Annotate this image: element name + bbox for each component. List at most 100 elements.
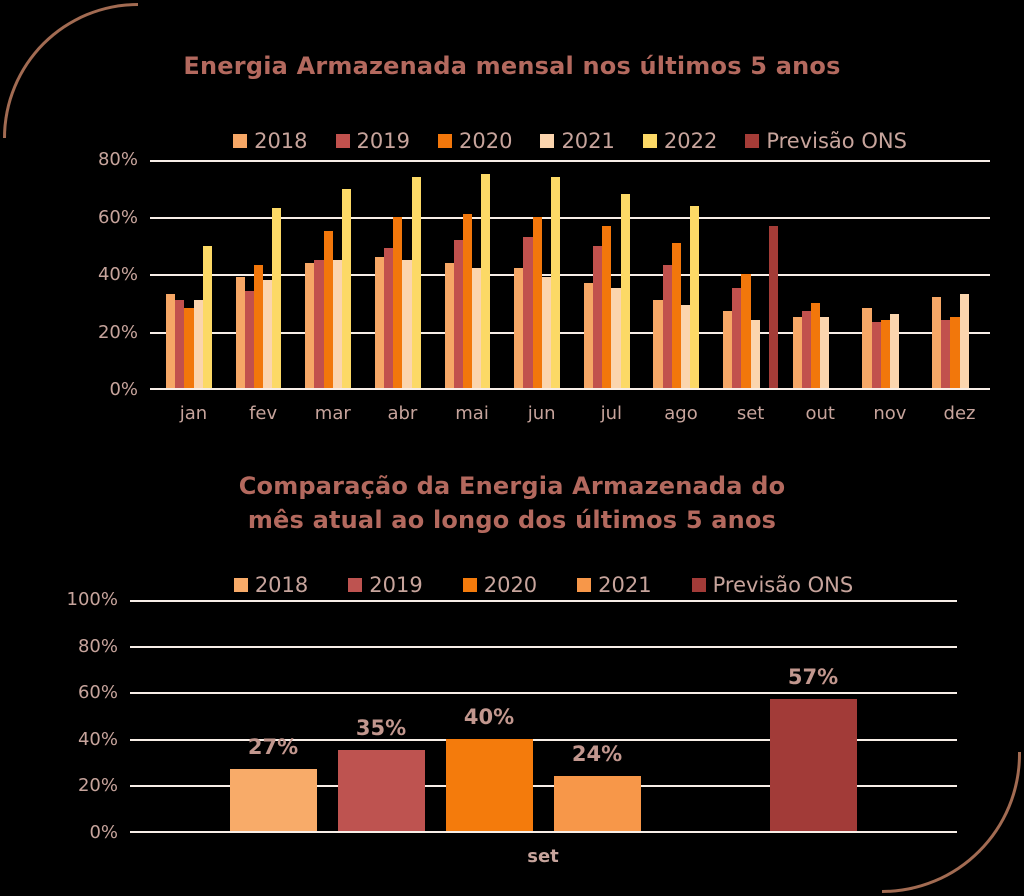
- bar-ago-2022: [690, 205, 700, 388]
- bar-abr-2021: [402, 259, 412, 388]
- bar-slot-ago-2021: [680, 160, 691, 388]
- bar-set-previs-o-ons: [769, 699, 857, 831]
- bar-slot-mar-2021: [332, 160, 342, 388]
- bar-slot-mar-2018: [305, 160, 315, 388]
- series-slot-2021: 24%: [543, 600, 651, 831]
- gridline-0: [130, 831, 957, 833]
- series-slot-2018: 27%: [219, 600, 327, 831]
- bar-slot-abr-2020: [393, 160, 403, 388]
- x-axis-label-fev: fev: [249, 403, 278, 424]
- legend-label-2019: 2019: [356, 129, 410, 153]
- bar-slot-nov-2018: [862, 160, 872, 388]
- bar-slot-mai-2022: [481, 160, 491, 388]
- bar-slot-ago-2019: [662, 160, 672, 388]
- bar-mar-2018: [305, 262, 315, 388]
- bar-slot-fev-2020: [253, 160, 264, 388]
- bar-jun-2018: [514, 268, 524, 388]
- bar-slot-jul-2019: [593, 160, 603, 388]
- bar-slot-fev-2018: [235, 160, 245, 388]
- bar-out-2018: [792, 316, 802, 388]
- bar-slot-jun-2021: [541, 160, 551, 388]
- bar-slot-jan-2022: [202, 160, 212, 388]
- bar-abr-2019: [384, 248, 394, 388]
- bar-group-out: [792, 160, 848, 388]
- bar-slot-mar-2019: [314, 160, 324, 388]
- bar-slot-abr-2022: [411, 160, 421, 388]
- bar-abr-2020: [393, 217, 403, 388]
- bar-slot-out-2021: [820, 160, 830, 388]
- bar-slot-set-2021: [750, 160, 760, 388]
- bar-mar-2020: [323, 231, 333, 388]
- bar-slot-abr-2021: [402, 160, 412, 388]
- bar-jan-2018: [166, 293, 176, 388]
- legend-item-2020: 2020: [462, 573, 538, 597]
- bar-ago-2021: [680, 305, 691, 388]
- bar-dez-2021: [959, 293, 969, 388]
- bar-ago-2019: [662, 265, 672, 388]
- legend-label-2019: 2019: [369, 573, 423, 597]
- bar-group-abr: [374, 160, 430, 388]
- monthly-chart-legend: 2018 2019 2020 2021 2022 Previsão ONS: [150, 128, 990, 154]
- bar-abr-2018: [374, 256, 385, 388]
- x-axis-label-dez: dez: [943, 403, 976, 424]
- bar-jan-2022: [202, 245, 212, 388]
- bar-mai-2022: [481, 174, 491, 388]
- bar-set-2019: [732, 288, 742, 388]
- legend-swatch-2022: [642, 134, 657, 148]
- x-axis-label-jan: jan: [179, 403, 208, 424]
- bar-slot-mai-2019: [453, 160, 463, 388]
- bar-slot-jun-2019: [523, 160, 533, 388]
- bar-slot-jan-2021: [193, 160, 203, 388]
- bar-group-jun: [514, 160, 569, 388]
- gridline-60: [130, 692, 957, 695]
- bar-slot-jun-2022: [550, 160, 561, 388]
- y-axis-label-20: 20%: [77, 775, 118, 797]
- bar-slot-dez-2021: [959, 160, 969, 388]
- series-slot-2019: 35%: [327, 600, 435, 831]
- bar-out-2019: [801, 311, 812, 388]
- legend-label-2020: 2020: [483, 573, 538, 597]
- legend-item-2021: 2021: [540, 129, 615, 153]
- x-axis-label-jun: jun: [527, 403, 556, 424]
- legend-label-2021: 2021: [561, 129, 615, 153]
- data-label-previs-o-ons: 57%: [787, 665, 839, 690]
- bar-slot-jun-2018: [514, 160, 524, 388]
- bar-slot-jul-2022: [620, 160, 630, 388]
- bar-jan-2021: [193, 299, 203, 388]
- bar-set-2020: [741, 274, 751, 388]
- gridline-0: [150, 388, 990, 390]
- legend-item-2022: 2022: [642, 129, 717, 153]
- legend-label-2018: 2018: [254, 573, 309, 597]
- y-axis-label-80: 80%: [97, 149, 138, 170]
- bar-slot-jan-2019: [175, 160, 185, 388]
- bar-slot-ago-2022: [690, 160, 700, 388]
- bar-slot-set-2020: [741, 160, 751, 388]
- bar-group-nov: [862, 160, 917, 388]
- bar-slot-fev-2019: [244, 160, 254, 388]
- bar-group-mai: [444, 160, 500, 388]
- bar-slot-set-2018: [723, 160, 733, 388]
- y-axis-label-40: 40%: [97, 264, 138, 285]
- y-axis-label-100: 100%: [66, 589, 118, 610]
- bar-slot-fev-2021: [263, 160, 273, 388]
- x-axis-label-set: set: [527, 846, 559, 867]
- legend-label-2021: 2021: [598, 573, 652, 597]
- bar-set-2019: [337, 750, 425, 831]
- bar-jan-2020: [184, 308, 194, 388]
- bar-slot-dez-2020: [950, 160, 960, 388]
- legend-swatch-2020: [462, 578, 477, 592]
- bar-set-2021: [750, 319, 760, 388]
- comparison-chart-title-line1: Comparação da Energia Armazenada do: [238, 472, 786, 500]
- bar-slot-dez-2018: [932, 160, 942, 388]
- legend-swatch-2021: [577, 578, 592, 592]
- bar-slot-ago-2020: [671, 160, 681, 388]
- legend-swatch-2018: [233, 578, 248, 592]
- bar-out-2021: [820, 316, 830, 388]
- data-label-2019: 35%: [355, 716, 407, 741]
- bar-set-2021: [553, 775, 641, 831]
- monthly-chart-plot: 80% 60% 40% 20% 0% jan fev mar abr mai jun jul ago se…: [98, 149, 990, 424]
- bar-slot-jun-2020: [532, 160, 542, 388]
- legend-item-2021: 2021: [577, 573, 652, 597]
- legend-item-2019: 2019: [348, 573, 423, 597]
- y-axis-label-60: 60%: [97, 206, 138, 228]
